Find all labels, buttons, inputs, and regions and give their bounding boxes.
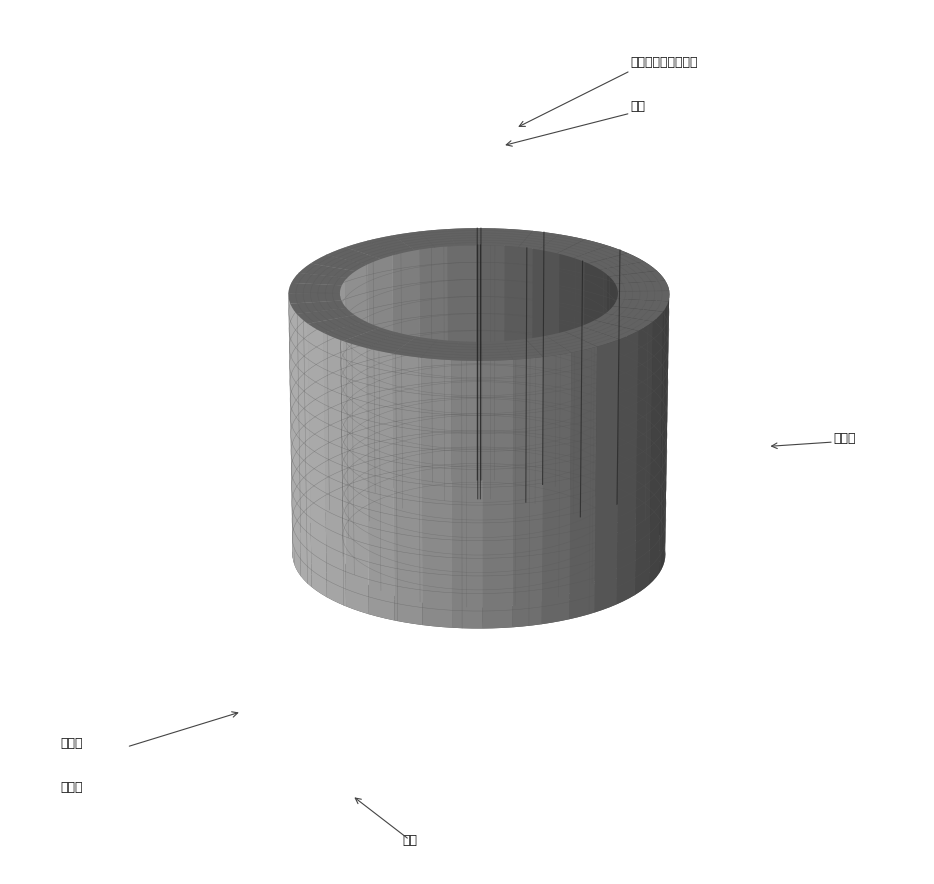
Text: 板固定: 板固定 xyxy=(61,781,83,794)
Text: 模纳: 模纳 xyxy=(630,101,645,113)
Text: 水平面: 水平面 xyxy=(834,432,856,445)
Text: 座模: 座模 xyxy=(402,834,417,847)
Text: 顶部平板加强力载荷: 顶部平板加强力载荷 xyxy=(630,57,698,69)
Text: 底部平: 底部平 xyxy=(61,737,83,750)
